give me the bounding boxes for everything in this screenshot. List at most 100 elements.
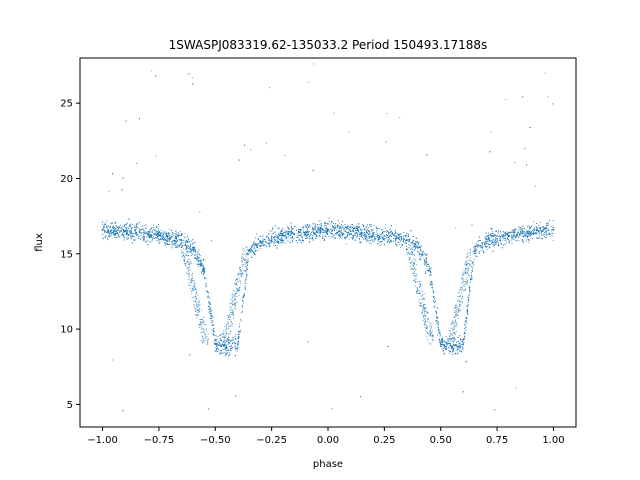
data-point <box>205 285 207 288</box>
data-point <box>375 233 377 236</box>
data-point <box>276 247 278 249</box>
data-point <box>364 232 366 234</box>
data-point <box>495 241 497 243</box>
data-point <box>259 245 261 247</box>
data-point <box>393 240 395 242</box>
data-point <box>336 226 338 228</box>
data-point <box>308 231 310 233</box>
data-point <box>200 261 202 263</box>
data-point <box>332 233 334 236</box>
data-point <box>433 306 435 308</box>
data-point <box>430 284 432 286</box>
data-point <box>149 233 151 235</box>
data-point <box>405 239 407 241</box>
data-point <box>105 221 107 223</box>
data-point <box>318 230 320 232</box>
data-point <box>181 245 183 247</box>
data-point <box>393 237 395 239</box>
data-point <box>376 234 378 236</box>
data-point <box>371 230 373 232</box>
data-point <box>467 296 469 298</box>
data-point <box>489 233 491 236</box>
data-point <box>403 231 405 233</box>
data-point <box>145 231 147 233</box>
data-point <box>207 296 209 298</box>
data-point <box>245 282 247 284</box>
data-point <box>552 232 554 235</box>
data-point <box>355 232 357 234</box>
data-point <box>456 352 459 354</box>
data-point <box>139 237 142 240</box>
data-point <box>471 261 473 263</box>
data-point <box>201 271 203 273</box>
data-point <box>336 224 338 226</box>
data-point <box>113 228 115 230</box>
data-point <box>137 237 139 240</box>
data-point <box>356 235 358 237</box>
data-point <box>247 258 249 260</box>
data-point <box>504 232 506 234</box>
data-point <box>331 236 333 238</box>
data-point <box>528 241 530 243</box>
data-point <box>272 228 274 230</box>
data-point <box>262 245 264 247</box>
data-point <box>499 238 501 240</box>
data-point <box>424 254 427 256</box>
data-point <box>139 229 141 231</box>
data-point <box>507 234 509 236</box>
data-point <box>475 249 477 252</box>
data-point <box>493 244 495 246</box>
data-point <box>215 347 217 349</box>
data-point <box>370 226 372 228</box>
data-point <box>168 239 170 241</box>
data-point <box>345 226 347 228</box>
data-point <box>299 230 302 232</box>
data-point <box>439 332 441 334</box>
data-point <box>536 226 538 229</box>
data-point <box>492 239 494 241</box>
data-point <box>204 268 206 270</box>
data-point <box>535 226 537 228</box>
data-point <box>336 232 338 234</box>
data-point <box>131 234 133 237</box>
data-point <box>471 279 473 281</box>
data-point <box>202 265 204 267</box>
data-point <box>194 257 196 259</box>
data-point <box>444 340 446 342</box>
data-point <box>178 232 180 234</box>
data-point <box>216 343 218 345</box>
data-point <box>484 243 487 245</box>
data-point <box>158 233 160 235</box>
data-point <box>306 232 308 234</box>
data-point <box>466 305 468 307</box>
data-point <box>168 228 170 230</box>
data-point <box>157 232 159 234</box>
data-point <box>155 75 157 77</box>
data-point <box>468 292 471 294</box>
data-point <box>488 232 490 234</box>
data-point <box>403 234 405 237</box>
data-point <box>191 243 193 245</box>
data-point <box>163 236 165 238</box>
data-point <box>511 239 513 241</box>
data-point <box>324 222 326 225</box>
data-point <box>363 238 365 240</box>
data-point <box>526 164 528 166</box>
data-point <box>142 228 145 230</box>
data-point <box>143 236 146 238</box>
data-point <box>238 333 240 335</box>
data-point <box>415 244 417 246</box>
data-point <box>223 345 225 347</box>
data-point <box>317 227 320 229</box>
data-point <box>340 223 343 226</box>
data-point <box>234 335 236 337</box>
data-point <box>326 225 328 227</box>
data-point <box>123 229 125 231</box>
data-point <box>368 240 370 242</box>
data-point <box>454 339 456 341</box>
data-point <box>108 190 110 192</box>
data-point <box>481 244 484 246</box>
data-point <box>190 248 192 250</box>
data-point <box>358 237 361 240</box>
data-point <box>388 231 390 233</box>
